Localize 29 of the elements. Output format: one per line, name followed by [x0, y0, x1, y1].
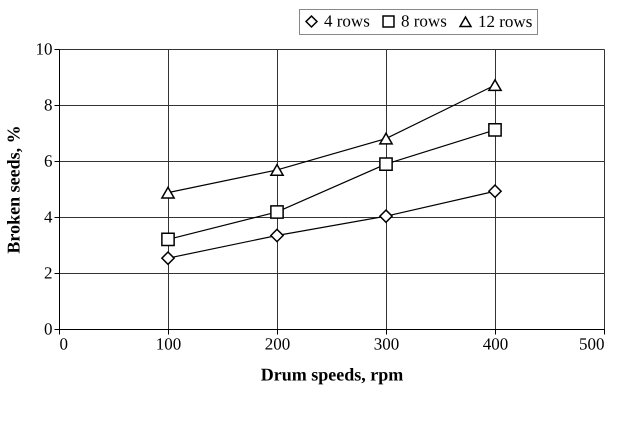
point [161, 232, 175, 246]
legend-label: 12 rows [478, 12, 532, 31]
legend-label: 8 rows [401, 12, 447, 31]
x-axis-title: Drum speeds, rpm [260, 364, 404, 384]
y-tick-label: 4 [44, 208, 53, 226]
point [270, 205, 284, 219]
legend-label: 4 rows [324, 12, 370, 31]
x-tick-label: 0 [60, 334, 68, 354]
x-tick-label: 100 [156, 334, 182, 354]
point [379, 157, 393, 171]
x-tick-label: 400 [482, 334, 508, 354]
point [488, 123, 502, 137]
point [379, 209, 393, 224]
x-tick-label: 500 [579, 334, 604, 354]
y-tick-label: 8 [44, 96, 52, 114]
point [161, 186, 175, 199]
y-tick-label: 10 [36, 40, 52, 58]
y-tick-label: 2 [44, 264, 52, 282]
point [270, 228, 284, 242]
point [488, 184, 502, 198]
x-tick-label: 200 [264, 334, 290, 354]
y-tick-label: 6 [44, 152, 52, 170]
y-tick-label: 0 [44, 320, 52, 338]
point [379, 132, 393, 145]
x-tick-label: 300 [374, 334, 400, 354]
point [270, 164, 284, 176]
point [488, 79, 502, 92]
point [161, 251, 175, 266]
y-axis-title: Broken seeds, % [4, 125, 24, 254]
